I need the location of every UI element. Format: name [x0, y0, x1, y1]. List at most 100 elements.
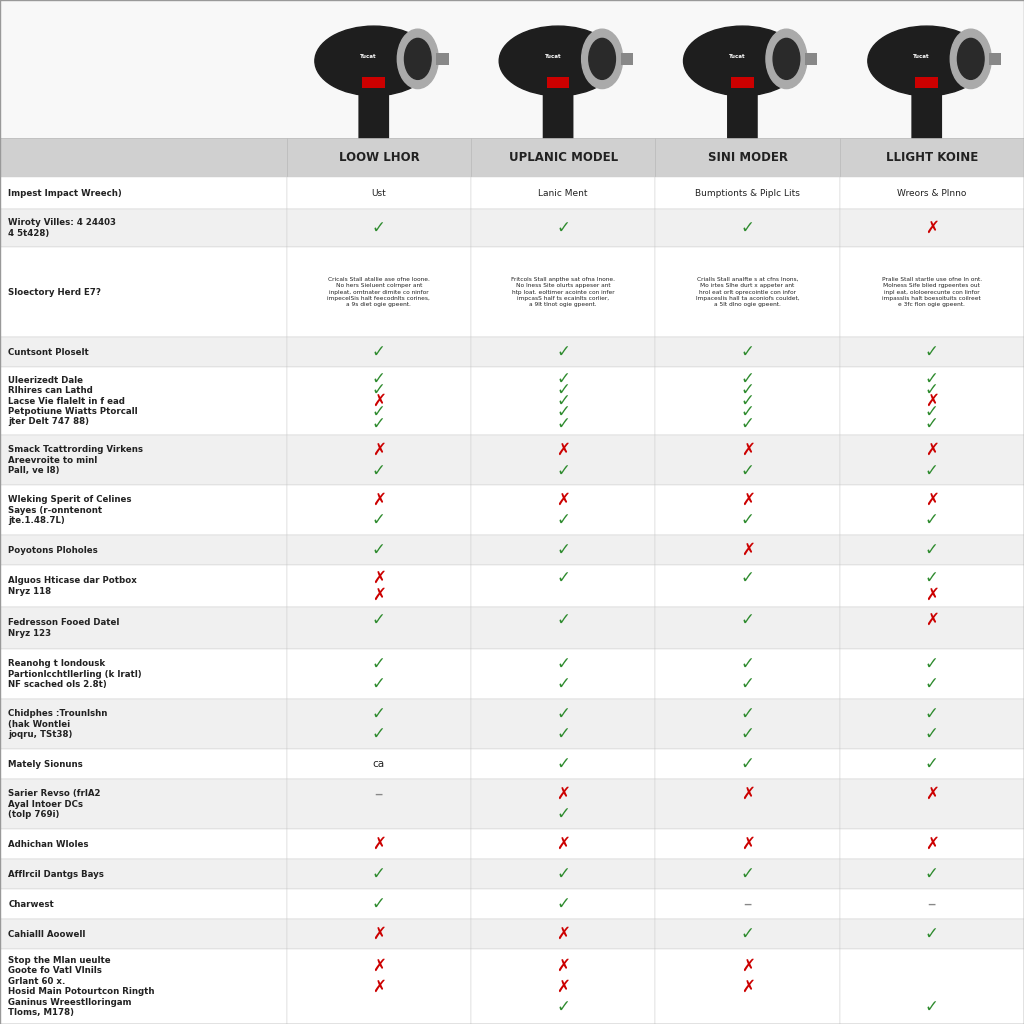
Bar	[840, 919, 1024, 949]
Bar	[287, 177, 471, 209]
Bar	[0, 919, 287, 949]
Ellipse shape	[950, 29, 991, 89]
Text: ✗: ✗	[925, 784, 939, 803]
Bar	[287, 829, 471, 859]
Text: ✓: ✓	[925, 511, 939, 529]
Text: ✓: ✓	[372, 541, 386, 559]
Text: ✓: ✓	[556, 654, 570, 673]
Bar	[0, 607, 287, 649]
Text: ✗: ✗	[372, 925, 386, 943]
Text: ✓: ✓	[925, 865, 939, 883]
Bar	[287, 949, 471, 1024]
Bar	[287, 565, 471, 607]
Bar	[471, 536, 655, 565]
Ellipse shape	[582, 29, 623, 89]
Text: ✓: ✓	[925, 381, 939, 399]
Text: ✓: ✓	[372, 865, 386, 883]
Text: ✗: ✗	[556, 957, 570, 975]
Bar	[0, 829, 287, 859]
Text: Pralie Stall startle use ofne In ont.
Molness Sife blied rgpeentes out
inpl eat,: Pralie Stall startle use ofne In ont. Mo…	[882, 278, 982, 307]
Bar	[655, 829, 840, 859]
Bar	[362, 78, 385, 88]
Bar	[0, 209, 287, 247]
Text: LOOW LHOR: LOOW LHOR	[339, 152, 419, 164]
Text: Reanohg t londousk
Partionlcchtllerling (k lratl)
NF scached ols 2.8t): Reanohg t londousk Partionlcchtllerling …	[8, 659, 141, 689]
Bar	[655, 607, 840, 649]
Bar	[471, 337, 655, 368]
Bar	[0, 649, 287, 699]
Text: ✓: ✓	[372, 381, 386, 399]
Text: ✓: ✓	[740, 610, 755, 629]
Text: Wreors & Plnno: Wreors & Plnno	[897, 188, 967, 198]
Bar	[840, 779, 1024, 829]
Text: ✓: ✓	[925, 415, 939, 432]
Bar	[287, 209, 471, 247]
Text: ✓: ✓	[556, 805, 570, 823]
Bar	[840, 859, 1024, 889]
Bar	[471, 177, 655, 209]
Text: ✗: ✗	[556, 978, 570, 995]
Bar	[0, 565, 287, 607]
Text: ✗: ✗	[556, 835, 570, 853]
Text: ✓: ✓	[740, 568, 755, 587]
Text: Charwest: Charwest	[8, 899, 54, 908]
Bar	[915, 78, 938, 88]
Text: ✓: ✓	[740, 415, 755, 432]
Text: ✓: ✓	[556, 415, 570, 432]
Text: ✓: ✓	[556, 392, 570, 410]
Ellipse shape	[397, 29, 438, 89]
Bar	[287, 337, 471, 368]
Bar	[471, 949, 655, 1024]
Text: ✓: ✓	[556, 610, 570, 629]
Text: ✓: ✓	[925, 370, 939, 388]
Text: ✓: ✓	[556, 381, 570, 399]
Text: ✗: ✗	[372, 490, 386, 509]
Bar	[0, 859, 287, 889]
Text: ✗: ✗	[556, 925, 570, 943]
Text: ✓: ✓	[740, 462, 755, 479]
Text: ✓: ✓	[372, 895, 386, 913]
Bar	[840, 337, 1024, 368]
Text: Tucat: Tucat	[545, 54, 561, 59]
Bar	[655, 337, 840, 368]
FancyBboxPatch shape	[543, 52, 573, 142]
Ellipse shape	[867, 26, 985, 96]
Text: Bumptionts & Piplc Lits: Bumptionts & Piplc Lits	[695, 188, 800, 198]
Ellipse shape	[684, 26, 801, 96]
Text: ✓: ✓	[925, 541, 939, 559]
Text: ✓: ✓	[740, 675, 755, 693]
Text: ✓: ✓	[372, 654, 386, 673]
Text: ✗: ✗	[925, 610, 939, 629]
Bar	[840, 829, 1024, 859]
Bar	[287, 889, 471, 919]
Bar	[655, 889, 840, 919]
Text: Wiroty Villes: 4 24403
4 5t428): Wiroty Villes: 4 24403 4 5t428)	[8, 218, 116, 238]
Text: ✓: ✓	[556, 370, 570, 388]
Bar	[471, 749, 655, 779]
Bar	[287, 435, 471, 485]
Bar	[655, 138, 840, 177]
Bar	[840, 699, 1024, 749]
Bar	[287, 138, 471, 177]
Text: Impest Impact Wreech): Impest Impact Wreech)	[8, 188, 122, 198]
Bar	[287, 485, 471, 536]
Text: ✓: ✓	[925, 343, 939, 361]
Bar	[840, 649, 1024, 699]
Text: Crialls Stall analfte s at cfns Inons,
Mo irtes Slhe durt x appeter ant
hrol eat: Crialls Stall analfte s at cfns Inons, M…	[695, 278, 800, 307]
Text: SINI MODER: SINI MODER	[708, 152, 787, 164]
Bar	[0, 749, 287, 779]
Text: Smack Tcattrording Virkens
Areevroite to minl
Pall, ve l8): Smack Tcattrording Virkens Areevroite to…	[8, 445, 143, 475]
Bar	[655, 859, 840, 889]
Text: ✓: ✓	[556, 462, 570, 479]
Bar	[840, 536, 1024, 565]
Text: ✓: ✓	[925, 403, 939, 421]
Ellipse shape	[315, 26, 432, 96]
Text: ✓: ✓	[925, 725, 939, 743]
Text: Tucat: Tucat	[729, 54, 745, 59]
Text: ✓: ✓	[372, 705, 386, 723]
Text: ✗: ✗	[740, 541, 755, 559]
Bar	[287, 699, 471, 749]
Text: ✓: ✓	[556, 541, 570, 559]
Text: ✗: ✗	[372, 957, 386, 975]
Text: ✓: ✓	[372, 403, 386, 421]
